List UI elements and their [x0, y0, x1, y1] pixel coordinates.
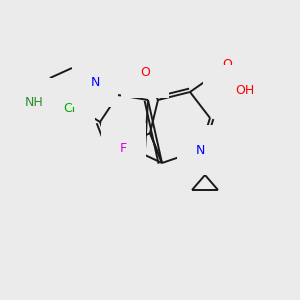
Text: Cl: Cl: [64, 101, 76, 115]
Text: O: O: [222, 58, 232, 71]
Text: NH: NH: [24, 97, 43, 110]
Text: N: N: [90, 76, 100, 88]
Text: F: F: [120, 142, 127, 154]
Text: N: N: [195, 143, 205, 157]
Text: OH: OH: [235, 83, 254, 97]
Text: O: O: [140, 67, 150, 80]
